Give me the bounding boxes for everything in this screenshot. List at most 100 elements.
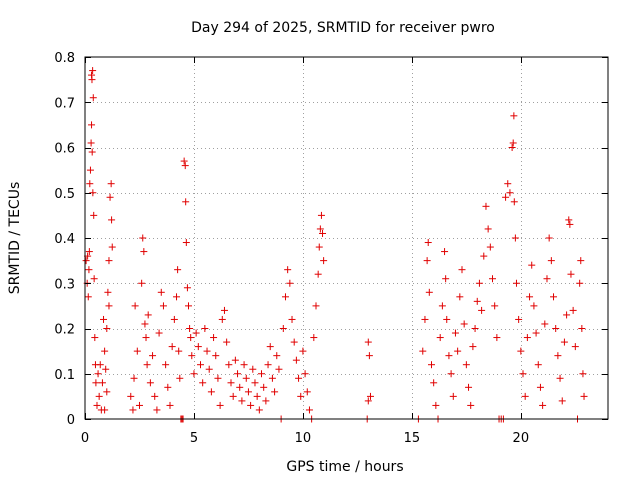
data-point	[421, 315, 429, 323]
data-point	[212, 352, 220, 360]
data-point	[486, 243, 494, 251]
data-point	[88, 148, 96, 156]
data-point	[260, 383, 268, 391]
data-point	[216, 401, 224, 409]
data-point	[465, 383, 473, 391]
data-point	[181, 162, 189, 170]
data-point	[90, 275, 98, 283]
data-point	[438, 302, 446, 310]
data-point	[493, 334, 501, 342]
data-point	[523, 334, 531, 342]
data-point	[153, 406, 161, 414]
data-point	[462, 361, 470, 369]
data-point	[484, 225, 492, 233]
data-point	[491, 302, 499, 310]
data-point	[441, 248, 449, 256]
data-point	[315, 243, 323, 251]
data-point	[253, 392, 261, 400]
data-point	[105, 302, 113, 310]
data-point	[552, 325, 560, 332]
data-point	[436, 334, 444, 342]
data-point	[504, 180, 512, 188]
y-tick-label: 0.2	[54, 323, 75, 338]
data-point	[242, 374, 250, 382]
data-point	[186, 325, 194, 332]
data-point	[364, 397, 372, 405]
data-point	[162, 361, 170, 369]
data-point	[281, 293, 289, 301]
y-tick-label: 0.3	[54, 277, 75, 292]
data-point	[532, 329, 540, 337]
data-point	[88, 76, 96, 84]
y-tick-label: 0.1	[54, 368, 75, 383]
data-point	[238, 397, 246, 405]
data-point	[144, 311, 152, 319]
data-point	[151, 392, 159, 400]
data-point	[92, 379, 100, 387]
data-point	[511, 234, 519, 242]
data-point	[201, 325, 209, 332]
data-point	[234, 370, 242, 378]
data-point	[271, 388, 279, 396]
data-point	[236, 383, 244, 391]
data-point	[275, 365, 283, 373]
data-point	[262, 397, 270, 405]
data-point	[292, 356, 300, 364]
y-tick-label: 0.4	[54, 232, 75, 247]
data-point	[93, 401, 101, 409]
y-tick-labels: 0 0.1 0.2 0.3 0.4 0.5 0.6 0.7 0.8	[54, 51, 75, 428]
data-point	[103, 325, 111, 332]
data-point	[288, 315, 296, 323]
data-point	[157, 288, 165, 296]
data-point	[482, 202, 490, 210]
data-point	[445, 352, 453, 360]
data-point	[88, 121, 96, 129]
data-point	[106, 193, 114, 201]
data-point	[223, 338, 231, 346]
data-point	[159, 302, 167, 310]
x-axis-label: GPS time / hours	[286, 459, 403, 475]
data-point	[502, 193, 510, 201]
data-point	[84, 293, 92, 301]
data-point	[317, 211, 325, 219]
data-point	[182, 198, 190, 206]
data-point	[98, 379, 106, 387]
data-point	[536, 383, 544, 391]
y-tick-label: 0	[67, 413, 75, 428]
data-point	[427, 361, 435, 369]
data-point	[86, 180, 94, 188]
data-point	[305, 406, 313, 414]
x-tick-label: 5	[190, 431, 198, 446]
data-point	[519, 370, 527, 378]
data-point	[249, 365, 257, 373]
data-point	[443, 315, 451, 323]
data-point	[314, 270, 322, 278]
data-point	[91, 334, 99, 342]
data-point	[521, 392, 529, 400]
data-point	[295, 374, 303, 382]
x-tick-label: 0	[81, 431, 89, 446]
data-point	[205, 365, 213, 373]
data-point	[89, 189, 97, 197]
data-point	[176, 374, 184, 382]
data-point	[319, 229, 327, 237]
data-point	[312, 302, 320, 310]
data-point	[576, 279, 584, 287]
data-point	[102, 365, 110, 373]
data-point	[284, 266, 292, 274]
data-point	[425, 288, 433, 296]
data-point	[149, 352, 157, 360]
data-point	[89, 94, 97, 102]
data-point	[101, 347, 109, 355]
data-point	[279, 325, 287, 332]
data-point	[146, 379, 154, 387]
data-point	[87, 139, 95, 147]
data-point	[142, 334, 150, 342]
data-point	[515, 315, 523, 323]
data-point	[104, 288, 112, 296]
data-point	[475, 279, 483, 287]
data-point	[266, 343, 274, 351]
data-point	[364, 338, 372, 346]
data-point	[188, 352, 196, 360]
